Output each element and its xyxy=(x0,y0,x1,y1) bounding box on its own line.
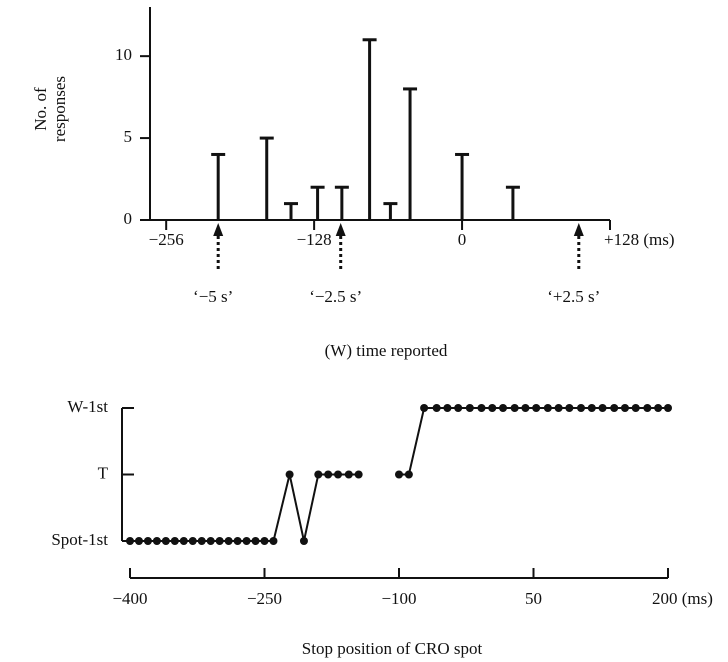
y-tick-label: Spot-1st xyxy=(51,530,108,549)
marker xyxy=(488,404,497,412)
marker xyxy=(126,537,134,545)
marker xyxy=(565,404,574,412)
x-tick-label: −256 xyxy=(149,230,184,249)
needle xyxy=(362,38,377,220)
marker xyxy=(224,537,233,545)
marker xyxy=(443,404,452,412)
marker xyxy=(215,537,224,545)
marker xyxy=(532,404,541,412)
marker xyxy=(233,537,242,545)
marker xyxy=(188,537,197,545)
marker xyxy=(477,404,486,412)
marker xyxy=(179,537,188,545)
marker xyxy=(404,470,413,479)
needle xyxy=(310,185,325,220)
marker xyxy=(269,537,278,545)
needle xyxy=(455,152,470,220)
marker xyxy=(242,537,251,545)
marker xyxy=(334,470,343,479)
marker xyxy=(432,404,441,412)
marker xyxy=(299,537,308,545)
marker xyxy=(577,404,586,412)
marker xyxy=(152,537,161,545)
y-tick-label: 5 xyxy=(124,127,133,146)
marker xyxy=(161,537,170,545)
needle xyxy=(505,185,520,220)
marker xyxy=(314,470,323,479)
x-tick-label: −100 xyxy=(381,589,416,608)
y-tick-label: 0 xyxy=(124,209,133,228)
x-tick-label: 200 (ms) xyxy=(652,589,713,608)
marker xyxy=(344,470,353,479)
marker xyxy=(197,537,206,545)
marker xyxy=(543,404,552,412)
marker xyxy=(260,537,269,545)
marker xyxy=(170,537,179,545)
x-tick-label: 50 xyxy=(525,589,542,608)
x-axis-label: Stop position of CRO spot xyxy=(302,639,483,658)
x-tick-label: +128 (ms) xyxy=(604,230,675,249)
marker xyxy=(465,404,474,412)
marker xyxy=(143,537,152,545)
needle xyxy=(383,202,398,220)
needle xyxy=(211,152,226,220)
marker xyxy=(499,404,508,412)
y-tick-label: W-1st xyxy=(67,397,108,416)
marker xyxy=(643,404,652,412)
marker xyxy=(510,404,519,412)
marker xyxy=(664,404,672,412)
y-tick-label: T xyxy=(98,463,109,482)
x-tick-label: −400 xyxy=(112,589,147,608)
marker xyxy=(631,404,640,412)
needle xyxy=(403,87,418,220)
marker xyxy=(521,404,530,412)
y-tick-label: 10 xyxy=(115,45,132,64)
marker xyxy=(598,404,607,412)
annotation: ‘−5 s’ xyxy=(193,287,233,306)
marker xyxy=(395,470,403,479)
needle xyxy=(259,136,274,220)
marker xyxy=(285,470,294,479)
marker xyxy=(610,404,619,412)
arrow-head xyxy=(213,223,224,236)
annotation: ‘−2.5 s’ xyxy=(309,287,362,306)
marker xyxy=(206,537,215,545)
marker xyxy=(134,537,143,545)
needle xyxy=(284,202,299,220)
arrow-head xyxy=(573,223,584,236)
marker xyxy=(251,537,260,545)
marker xyxy=(354,470,363,479)
needle xyxy=(334,185,349,220)
x-tick-label: −250 xyxy=(247,589,282,608)
marker xyxy=(654,404,663,412)
marker xyxy=(454,404,463,412)
annotation: ‘+2.5 s’ xyxy=(547,287,600,306)
y-axis-label: No. of responses xyxy=(31,75,69,143)
marker xyxy=(420,404,429,412)
marker xyxy=(554,404,563,412)
arrow-head xyxy=(335,223,346,236)
x-axis-label: (W) time reported xyxy=(325,341,448,360)
marker xyxy=(587,404,596,412)
x-tick-label: 0 xyxy=(458,230,467,249)
marker xyxy=(620,404,629,412)
marker xyxy=(324,470,333,479)
x-tick-label: −128 xyxy=(297,230,332,249)
